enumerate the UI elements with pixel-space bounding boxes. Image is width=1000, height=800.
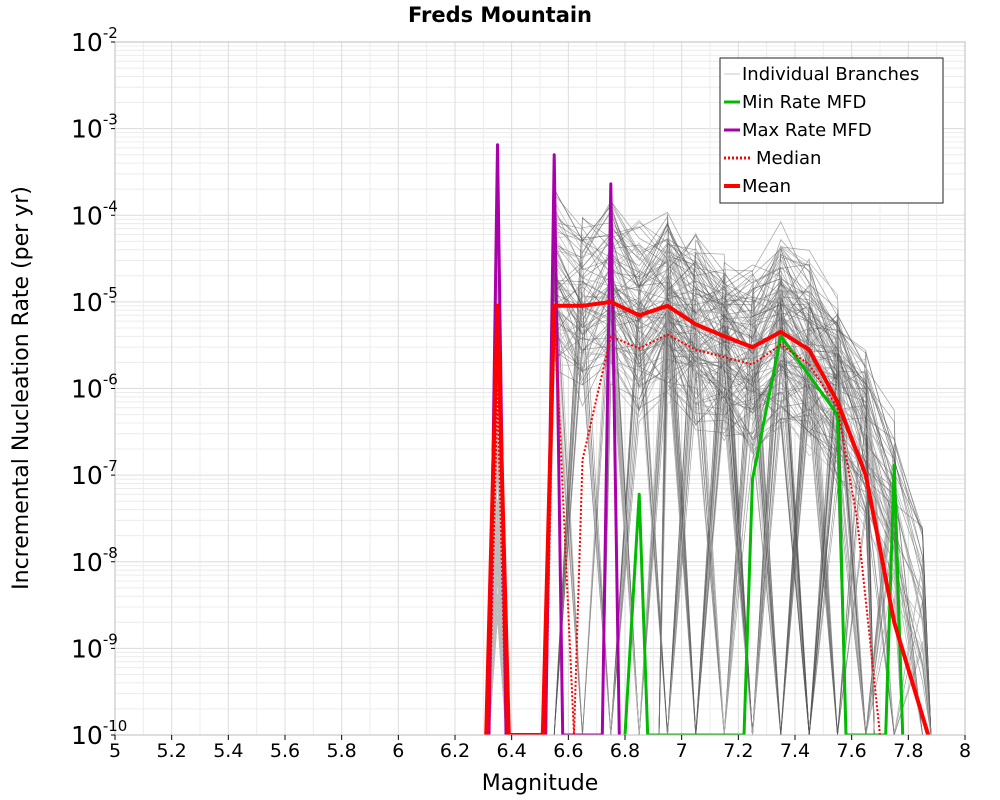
branch-line (658, 250, 932, 735)
individual-branches (488, 187, 932, 735)
branch-line (602, 391, 847, 735)
branch-line (545, 234, 904, 735)
x-tick-label: 8 (959, 740, 971, 762)
branch-line (545, 215, 931, 735)
legend-label: Mean (742, 176, 791, 197)
branch-line (545, 222, 932, 735)
x-tick-label: 6.4 (497, 740, 527, 762)
branch-line (545, 330, 847, 735)
legend: Individual Branches Min Rate MFD Max Rate … (719, 57, 944, 204)
branch-line (545, 331, 904, 735)
branch-line (545, 321, 875, 735)
x-tick-label: 6.8 (610, 740, 640, 762)
branch-line (545, 245, 932, 735)
legend-label: Individual Branches (742, 64, 919, 85)
chart-title: Freds Mountain (408, 3, 592, 27)
branch-line (545, 331, 904, 735)
x-tick-label: 5.4 (213, 740, 243, 762)
y-tick-label: 10-8 (71, 544, 118, 577)
branch-line (658, 344, 847, 735)
x-tick-label: 7.6 (837, 740, 867, 762)
x-tick-label: 7 (676, 740, 688, 762)
branch-line (601, 283, 875, 735)
branch-line (658, 243, 932, 735)
branch-line (658, 275, 932, 735)
branch-line (545, 193, 903, 735)
branch-line (545, 209, 875, 735)
series-min-rate-mfd (623, 334, 905, 735)
x-tick-label: 5 (109, 740, 121, 762)
y-tick-label: 10-10 (71, 717, 127, 750)
branch-line (545, 322, 847, 735)
branch-line (658, 245, 847, 735)
x-tick-label: 5.2 (157, 740, 187, 762)
x-tick-label: 6 (392, 740, 404, 762)
x-tick-label: 7.4 (780, 740, 810, 762)
y-tick-label: 10-7 (71, 457, 118, 490)
y-axis-ticks: 10-10 10-9 10-8 10-7 10-6 10-5 10-4 10-3 10-2 (71, 24, 127, 750)
branch-line (545, 233, 875, 735)
series-mean (484, 299, 931, 735)
branch-line (545, 286, 847, 735)
branch-line (601, 199, 875, 735)
branch-line (658, 334, 875, 735)
branch-line (545, 284, 875, 735)
branch-line (601, 283, 904, 735)
y-tick-label: 10-9 (71, 630, 118, 663)
branch-line (545, 294, 932, 735)
branch-line (601, 324, 847, 735)
branch-line (658, 300, 904, 735)
legend-box (719, 57, 944, 204)
branch-line (545, 337, 846, 735)
x-tick-label: 5.6 (270, 740, 300, 762)
x-tick-label: 7.8 (893, 740, 923, 762)
branch-line (601, 265, 847, 735)
branch-line (545, 188, 847, 735)
y-tick-label: 10-4 (71, 197, 118, 230)
x-tick-label: 6.2 (440, 740, 470, 762)
legend-label: Median (756, 148, 821, 169)
series-median (488, 304, 881, 735)
branch-line (601, 212, 932, 735)
series-lines (484, 143, 931, 735)
branch-line (545, 333, 904, 735)
x-axis-label: Magnitude (482, 771, 599, 796)
branch-line (545, 301, 847, 735)
legend-label: Max Rate MFD (742, 120, 872, 141)
branch-spike (488, 498, 507, 735)
y-tick-label: 10-2 (71, 24, 118, 57)
y-axis-label: Incremental Nucleation Rate (per yr) (9, 186, 34, 590)
branch-line (545, 216, 932, 735)
x-tick-label: 5.8 (327, 740, 357, 762)
x-tick-label: 6.6 (553, 740, 583, 762)
y-tick-label: 10-3 (71, 111, 118, 144)
branch-line (545, 239, 875, 735)
x-tick-label: 7.2 (723, 740, 753, 762)
branch-line (545, 309, 847, 735)
y-tick-label: 10-6 (71, 371, 118, 404)
branch-line (658, 284, 904, 735)
branch-line (545, 201, 847, 735)
branch-line (545, 324, 875, 735)
y-tick-label: 10-5 (71, 284, 118, 317)
legend-label: Min Rate MFD (742, 92, 866, 113)
branch-spike (488, 563, 507, 735)
branch-line (602, 316, 846, 735)
x-axis-ticks: 5 5.2 5.4 5.6 5.8 6 6.2 6.4 6.6 6.8 7 7.2 7.4 7.6 7.8 8 (109, 735, 971, 762)
branch-line (658, 360, 875, 735)
branch-spike (488, 596, 507, 735)
branch-line (545, 233, 931, 735)
